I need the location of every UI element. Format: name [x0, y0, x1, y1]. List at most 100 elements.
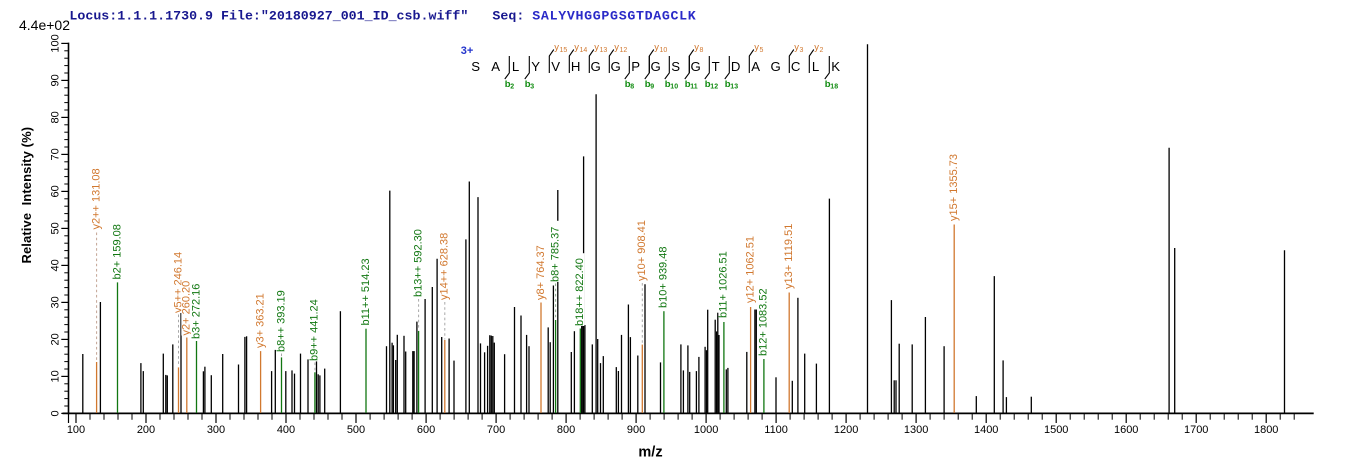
svg-text:b11+ 1026.51: b11+ 1026.51: [718, 251, 730, 318]
svg-text:0: 0: [50, 410, 62, 416]
svg-text:Locus:1.1.1.1730.9 File:"20180: Locus:1.1.1.1730.9 File:"20180927_001_ID…: [69, 9, 468, 24]
svg-text:A: A: [751, 59, 760, 74]
svg-text:1300: 1300: [904, 424, 928, 436]
svg-text:2: 2: [820, 47, 824, 54]
svg-text:1500: 1500: [1044, 424, 1068, 436]
svg-text:y12+ 1062.51: y12+ 1062.51: [744, 236, 756, 303]
svg-text:80: 80: [50, 111, 62, 123]
svg-text:P: P: [631, 59, 640, 74]
svg-text:4.4e+02: 4.4e+02: [19, 17, 70, 33]
svg-text:G: G: [610, 59, 620, 74]
svg-text:y3+ 363.21: y3+ 363.21: [254, 293, 266, 348]
svg-text:1000: 1000: [694, 424, 718, 436]
svg-text:SALYVHGGPGSGTDAGCLK: SALYVHGGPGSGTDAGCLK: [532, 9, 696, 24]
svg-text:10: 10: [50, 370, 62, 382]
svg-text:1700: 1700: [1184, 424, 1208, 436]
svg-text:11: 11: [690, 83, 698, 90]
svg-text:1100: 1100: [764, 424, 788, 436]
svg-text:400: 400: [277, 424, 295, 436]
svg-text:y2+ 260.20: y2+ 260.20: [181, 281, 193, 336]
svg-text:50: 50: [50, 222, 62, 234]
svg-text:14: 14: [580, 47, 588, 54]
svg-text:12: 12: [620, 47, 628, 54]
svg-text:600: 600: [417, 424, 435, 436]
svg-text:y: y: [574, 42, 579, 53]
svg-text:y2++ 131.08: y2++ 131.08: [90, 168, 102, 229]
svg-text:800: 800: [557, 424, 575, 436]
svg-text:b8++ 393.19: b8++ 393.19: [275, 290, 287, 352]
svg-text:G: G: [690, 59, 700, 74]
svg-text:V: V: [551, 59, 560, 74]
svg-text:b3+ 272.16: b3+ 272.16: [190, 284, 202, 339]
svg-text:9: 9: [650, 83, 654, 90]
svg-text:8: 8: [630, 83, 634, 90]
svg-text:900: 900: [627, 424, 645, 436]
svg-text:G: G: [770, 59, 780, 74]
svg-text:b: b: [525, 79, 531, 90]
svg-text:100: 100: [50, 34, 62, 52]
svg-text:G: G: [590, 59, 600, 74]
svg-text:L: L: [812, 59, 819, 74]
svg-text:20: 20: [50, 333, 62, 345]
svg-text:2: 2: [510, 83, 514, 90]
svg-text:H: H: [571, 59, 581, 74]
svg-text:b: b: [645, 79, 651, 90]
svg-text:b12+ 1083.52: b12+ 1083.52: [758, 288, 770, 356]
svg-text:300: 300: [207, 424, 225, 436]
svg-text:5: 5: [760, 47, 764, 54]
svg-text:b2+ 159.08: b2+ 159.08: [111, 224, 123, 279]
svg-text:b9++ 441.24: b9++ 441.24: [309, 299, 321, 361]
svg-text:G: G: [650, 59, 660, 74]
svg-text:b13++ 592.30: b13++ 592.30: [412, 229, 424, 297]
svg-text:Relative Intensity (%): Relative Intensity (%): [19, 127, 34, 264]
svg-text:b: b: [705, 79, 711, 90]
svg-text:y: y: [554, 42, 559, 53]
svg-text:3: 3: [800, 47, 804, 54]
svg-text:10: 10: [660, 47, 668, 54]
svg-text:b11++ 514.23: b11++ 514.23: [360, 258, 372, 325]
svg-text:y8+ 764.37: y8+ 764.37: [535, 245, 547, 300]
svg-text:30: 30: [50, 296, 62, 308]
svg-text:70: 70: [50, 148, 62, 160]
svg-text:y13+ 1119.51: y13+ 1119.51: [783, 224, 795, 289]
svg-text:15: 15: [560, 47, 568, 54]
svg-text:b: b: [725, 79, 731, 90]
svg-text:y: y: [794, 42, 799, 53]
svg-text:b: b: [625, 79, 631, 90]
svg-text:Y: Y: [531, 59, 540, 74]
svg-text:m/z: m/z: [638, 445, 662, 461]
svg-text:b8+ 785.37: b8+ 785.37: [549, 227, 561, 282]
svg-text:18: 18: [830, 83, 838, 90]
svg-text:S: S: [471, 59, 480, 74]
svg-text:D: D: [731, 59, 741, 74]
svg-text:b: b: [505, 79, 511, 90]
svg-text:T: T: [712, 59, 720, 74]
svg-text:y: y: [654, 42, 659, 53]
svg-text:y14++ 628.38: y14++ 628.38: [439, 233, 451, 300]
svg-text:y: y: [814, 42, 819, 53]
svg-text:3: 3: [530, 83, 534, 90]
svg-text:1800: 1800: [1254, 424, 1278, 436]
svg-text:1600: 1600: [1114, 424, 1138, 436]
svg-text:12: 12: [710, 83, 718, 90]
svg-text:S: S: [671, 59, 680, 74]
svg-text:b18++ 822.40: b18++ 822.40: [574, 258, 586, 326]
svg-text:13: 13: [600, 47, 608, 54]
svg-text:40: 40: [50, 259, 62, 271]
svg-text:y: y: [694, 42, 699, 53]
svg-text:b: b: [825, 79, 831, 90]
svg-text:C: C: [791, 59, 801, 74]
svg-text:A: A: [491, 59, 500, 74]
svg-text:b10+ 939.48: b10+ 939.48: [658, 247, 670, 308]
svg-text:Seq:: Seq:: [492, 9, 524, 24]
svg-text:b: b: [685, 79, 691, 90]
svg-text:60: 60: [50, 185, 62, 197]
svg-text:1200: 1200: [834, 424, 858, 436]
svg-text:8: 8: [700, 47, 704, 54]
svg-text:y10+ 908.41: y10+ 908.41: [636, 220, 648, 281]
svg-text:200: 200: [137, 424, 155, 436]
svg-text:y15+ 1355.73: y15+ 1355.73: [948, 154, 960, 221]
svg-text:y: y: [754, 42, 759, 53]
svg-text:b: b: [665, 79, 671, 90]
svg-text:100: 100: [67, 424, 85, 436]
